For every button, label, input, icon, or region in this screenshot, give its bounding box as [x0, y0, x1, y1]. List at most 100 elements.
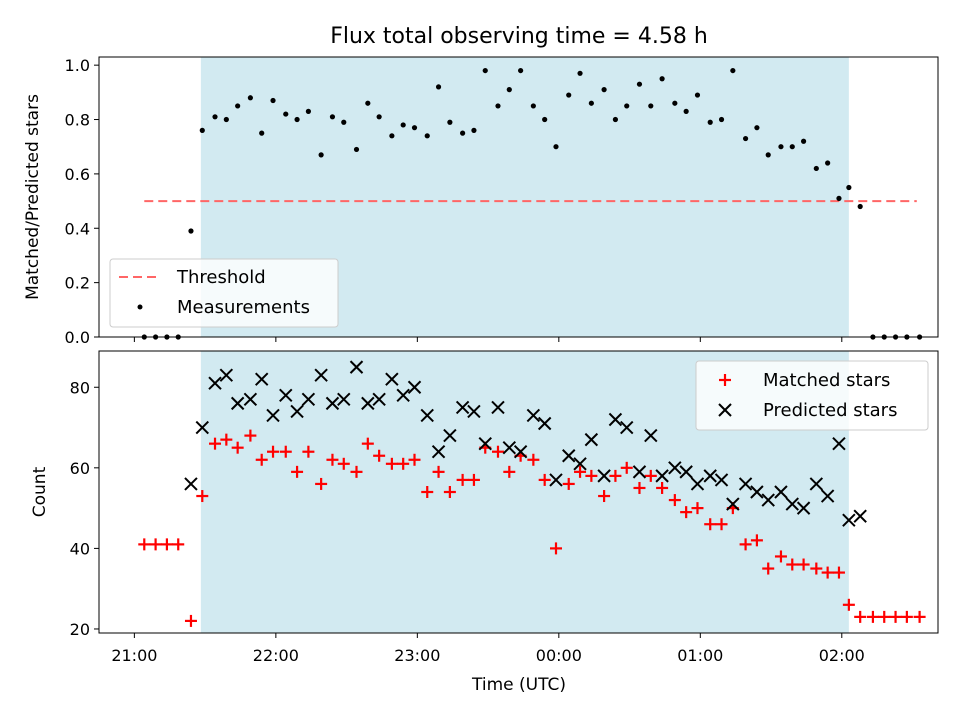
measurement-point — [376, 114, 382, 120]
threshold-legend-label: Threshold — [176, 267, 266, 288]
measurement-point — [624, 103, 630, 109]
predicted-stars-marker — [668, 461, 682, 475]
matched-stars-marker — [832, 566, 845, 579]
count-y-ticks: 20 40 60 80 — [70, 378, 99, 639]
matched-stars-marker — [913, 610, 926, 623]
matched-stars-legend-swatch — [719, 374, 731, 386]
predicted-stars-marker — [243, 392, 258, 407]
measurement-point — [259, 130, 265, 136]
ratio-plot-area — [141, 67, 923, 340]
matched-stars-marker — [220, 433, 233, 446]
matched-stars-marker — [538, 473, 551, 486]
ratio-legend-box — [109, 258, 339, 328]
predicted-stars-marker — [301, 392, 316, 407]
measurement-point — [800, 138, 807, 144]
measurement-point — [365, 100, 371, 106]
measurement-point — [718, 116, 725, 123]
predicted-stars-marker — [785, 497, 799, 511]
matched-stars-marker — [503, 465, 516, 478]
matched-stars-marker — [361, 437, 374, 450]
measurement-point — [223, 116, 229, 123]
measurement-point — [482, 67, 488, 74]
matched-stars-marker — [574, 465, 587, 478]
matched-stars-marker — [184, 614, 197, 627]
x-tick-label: 23:00 — [394, 646, 440, 665]
matched-stars-marker — [821, 566, 834, 579]
x-tick-label: 00:00 — [536, 646, 582, 665]
measurement-point — [460, 130, 466, 136]
y-tick-label: 0.8 — [65, 111, 90, 130]
predicted-stars-marker — [573, 457, 587, 471]
measurement-point — [648, 103, 654, 109]
matched-stars-marker — [373, 449, 386, 462]
predicted-stars-marker — [478, 436, 492, 451]
matched-stars-marker — [196, 490, 209, 503]
measurement-point — [553, 144, 559, 150]
matched-stars-marker — [527, 453, 540, 466]
y-tick-label: 0.2 — [65, 274, 90, 293]
predicted-stars-marker — [703, 469, 717, 483]
matched-stars-marker — [315, 477, 328, 490]
predicted-stars-marker — [279, 388, 293, 403]
predicted-stars-marker — [396, 388, 410, 403]
count-legend-box — [695, 360, 929, 431]
measurement-point — [530, 103, 536, 109]
predicted-stars-legend-swatch — [718, 403, 732, 417]
predicted-stars-marker — [853, 509, 867, 523]
predicted-stars-legend-label: Predicted stars — [763, 400, 897, 421]
predicted-stars-marker — [372, 392, 386, 407]
predicted-stars-marker — [455, 400, 470, 415]
matched-stars-marker — [889, 610, 902, 623]
predicted-stars-marker — [184, 477, 198, 491]
measurement-point — [518, 67, 524, 74]
matched-stars-marker — [704, 518, 717, 531]
measurement-point — [707, 119, 713, 125]
predicted-stars-marker — [842, 513, 856, 527]
matched-stars-marker — [900, 610, 913, 623]
matched-stars-marker — [337, 457, 350, 470]
matched-stars-marker — [750, 534, 763, 547]
predicted-stars-marker — [513, 445, 528, 459]
predicted-stars-marker — [290, 404, 304, 419]
measurements-legend-swatch — [137, 304, 143, 310]
y-tick-label: 1.0 — [65, 56, 90, 75]
predicted-stars-marker — [537, 416, 552, 431]
predicted-stars-marker — [407, 380, 422, 394]
count-axes-frame — [98, 350, 939, 634]
predicted-stars-marker — [809, 477, 824, 491]
measurement-point — [683, 108, 689, 114]
matched-stars-marker — [609, 469, 622, 482]
measurement-point — [341, 119, 347, 125]
y-tick-label: 0.6 — [65, 165, 90, 184]
count-x-ticks: 21:00 22:00 23:00 00:00 01:00 02:00 — [111, 633, 865, 665]
ratio-y-axis-label: Matched/Predicted stars — [23, 94, 43, 300]
measurement-point — [389, 133, 395, 139]
matched-stars-marker — [739, 538, 752, 551]
matched-stars-legend-label: Matched stars — [763, 370, 890, 391]
count-plot-area — [138, 360, 926, 627]
predicted-stars-marker — [597, 469, 611, 483]
x-axis-label: Time (UTC) — [471, 675, 566, 695]
ratio-legend: Threshold Measurements — [109, 258, 339, 328]
measurement-point — [270, 97, 276, 104]
matched-stars-marker — [209, 437, 222, 450]
predicted-stars-marker — [208, 376, 222, 390]
predicted-stars-marker — [750, 485, 764, 499]
measurement-point — [789, 144, 795, 150]
measurement-point — [471, 127, 477, 133]
measurement-point — [318, 152, 324, 158]
y-tick-label: 20 — [70, 620, 90, 639]
measurement-point — [353, 146, 360, 153]
matched-stars-marker — [244, 429, 257, 442]
matched-stars-marker — [267, 445, 280, 458]
predicted-stars-marker — [549, 473, 563, 487]
matched-stars-marker — [715, 518, 728, 531]
matched-stars-marker — [598, 490, 611, 503]
matched-stars-marker — [350, 465, 363, 478]
predicted-stars-marker — [314, 368, 328, 382]
matched-stars-marker — [326, 453, 339, 466]
matched-stars-marker — [291, 465, 304, 478]
measurement-point — [742, 135, 749, 142]
predicted-stars-marker — [467, 404, 481, 419]
